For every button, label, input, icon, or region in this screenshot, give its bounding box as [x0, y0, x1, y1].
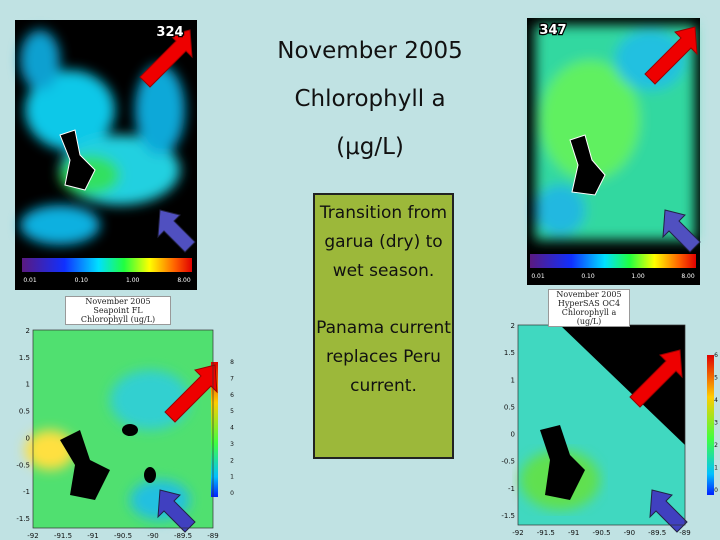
note-box: Transition from garua (dry) to wet seaso… [313, 193, 454, 459]
arrows [139, 26, 701, 533]
y-tick-label: 0 [511, 431, 515, 439]
colorbar-label: 3 [230, 441, 234, 448]
y-tick-label: -1 [508, 485, 515, 493]
x-tick-label: -92 [512, 529, 523, 537]
x-tick-label: -91.5 [537, 529, 555, 537]
caption-line: Seapoint FL [93, 306, 143, 315]
x-tick-label: -92 [27, 532, 38, 540]
colorbar-label: 7 [230, 375, 234, 382]
y-tick-label: 0.5 [504, 403, 515, 411]
y-tick-label: -0.5 [16, 461, 30, 469]
colorbar-label: 6 [230, 392, 234, 399]
colorbar-label: 0 [714, 487, 718, 494]
colorbar-label: 1 [230, 474, 234, 481]
x-tick-label: -89.5 [648, 529, 666, 537]
y-tick-label: 0 [26, 434, 30, 442]
colorbar-label: 4 [230, 425, 234, 432]
scale-label: 8.00 [177, 277, 191, 284]
y-tick-label: 0.5 [19, 408, 30, 416]
colorbar-label: 1 [714, 465, 718, 472]
image-label: 324 [156, 25, 183, 40]
title-line: Chlorophyll a [294, 86, 446, 112]
x-tick-label: -91 [87, 532, 98, 540]
title-line: (μg/L) [336, 134, 404, 160]
x-tick-label: -89 [679, 529, 690, 537]
scale-label: 0.10 [75, 277, 89, 284]
scale-label: 8.00 [681, 273, 695, 280]
caption: November 2005 Seapoint FL Chlorophyll (u… [65, 296, 171, 325]
x-tick-label: -91.5 [54, 532, 72, 540]
x-tick-label: -91 [568, 529, 579, 537]
x-tick-label: -89 [207, 532, 218, 540]
colorbar-label: 4 [714, 397, 718, 404]
y-tick-label: -1 [23, 488, 30, 496]
caption-line: Chlorophyll (ug/L) [80, 315, 156, 324]
x-tick-label: -90.5 [592, 529, 610, 537]
note-text: Transition from garua (dry) to wet seaso… [319, 203, 448, 281]
caption-line: HyperSAS OC4 [557, 299, 621, 308]
y-tick-label: -1.5 [501, 512, 515, 520]
y-tick-label: -1.5 [16, 515, 30, 523]
caption-line: November 2005 [85, 297, 151, 306]
scale-label: 0.01 [531, 273, 545, 280]
x-tick-label: -90 [147, 532, 158, 540]
colorbar-label: 6 [714, 352, 718, 359]
scale-label: 0.10 [581, 273, 595, 280]
note-text: Panama current replaces Peru current. [316, 318, 451, 396]
colorbar-label: 5 [714, 375, 718, 382]
colorbar-label: 8 [230, 359, 234, 366]
y-tick-label: -0.5 [501, 458, 515, 466]
y-tick-label: 1.5 [19, 354, 30, 362]
colorbar-label: 2 [230, 457, 234, 464]
map-frame [32, 329, 214, 529]
colorbar-label: 5 [230, 408, 234, 415]
y-tick-label: 1 [26, 381, 30, 389]
chlorophyll-field [20, 30, 185, 245]
y-tick-label: 1.5 [504, 349, 515, 357]
colorbar-label: 0 [230, 490, 234, 497]
caption-line: November 2005 [556, 290, 622, 299]
x-tick-label: -90 [624, 529, 635, 537]
x-tick-label: -90.5 [114, 532, 132, 540]
colorbar-label: 3 [714, 420, 718, 427]
caption: November 2005 HyperSAS OC4 Chlorophyll a… [548, 289, 630, 327]
y-tick-label: 2 [511, 322, 515, 330]
colorbar-label: 2 [714, 442, 718, 449]
x-tick-label: -89.5 [174, 532, 192, 540]
title-line: November 2005 [277, 38, 463, 64]
scale-label: 1.00 [631, 273, 645, 280]
image-label: 347 [539, 23, 566, 38]
scale-label: 1.00 [126, 277, 140, 284]
scale-label: 0.01 [23, 277, 37, 284]
y-tick-label: 2 [26, 327, 30, 335]
y-tick-label: 1 [511, 376, 515, 384]
caption-line: Chlorophyll a (ug/L) [561, 308, 617, 326]
